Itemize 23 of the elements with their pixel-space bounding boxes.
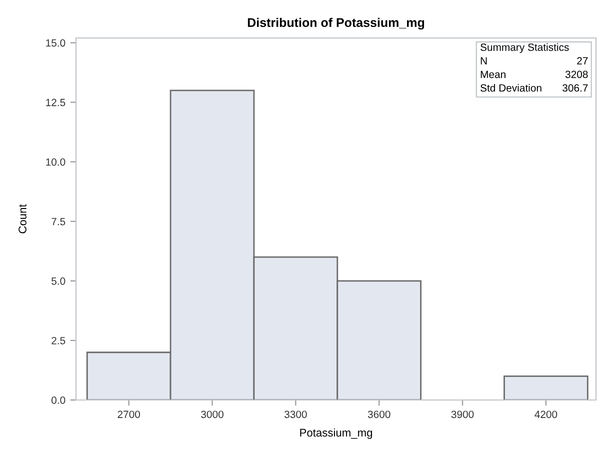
y-tick-label: 7.5 [52, 218, 66, 226]
x-tick-label: 3000 [201, 410, 224, 418]
annotation: 3208 [565, 70, 588, 78]
y-axis-title: Count [18, 204, 26, 234]
y-tick-label: 0.0 [52, 396, 66, 404]
annotation: Mean [480, 70, 506, 78]
annotation: Std Deviation [480, 84, 542, 92]
y-tick-label: 12.5 [46, 98, 66, 106]
x-tick-label: 4200 [534, 410, 558, 418]
annotation: 306.7 [562, 84, 588, 92]
annotation: N [480, 57, 487, 64]
y-tick-label: 5.0 [52, 277, 66, 285]
chart-title: Distribution of Potassium_mg [248, 18, 424, 30]
annotation: Summary Statistics [480, 43, 569, 53]
x-tick-label: 3900 [451, 410, 474, 418]
x-tick-label: 2700 [118, 410, 140, 418]
x-tick-label: 3600 [368, 410, 390, 418]
y-tick-label: 10.0 [46, 158, 66, 166]
annotation: 27 [577, 57, 588, 64]
y-tick-label: 15.0 [46, 39, 66, 47]
y-tick-label: 2.5 [52, 336, 66, 344]
x-tick-label: 3300 [284, 410, 307, 418]
x-axis-title: Potassium_mg [300, 428, 372, 439]
